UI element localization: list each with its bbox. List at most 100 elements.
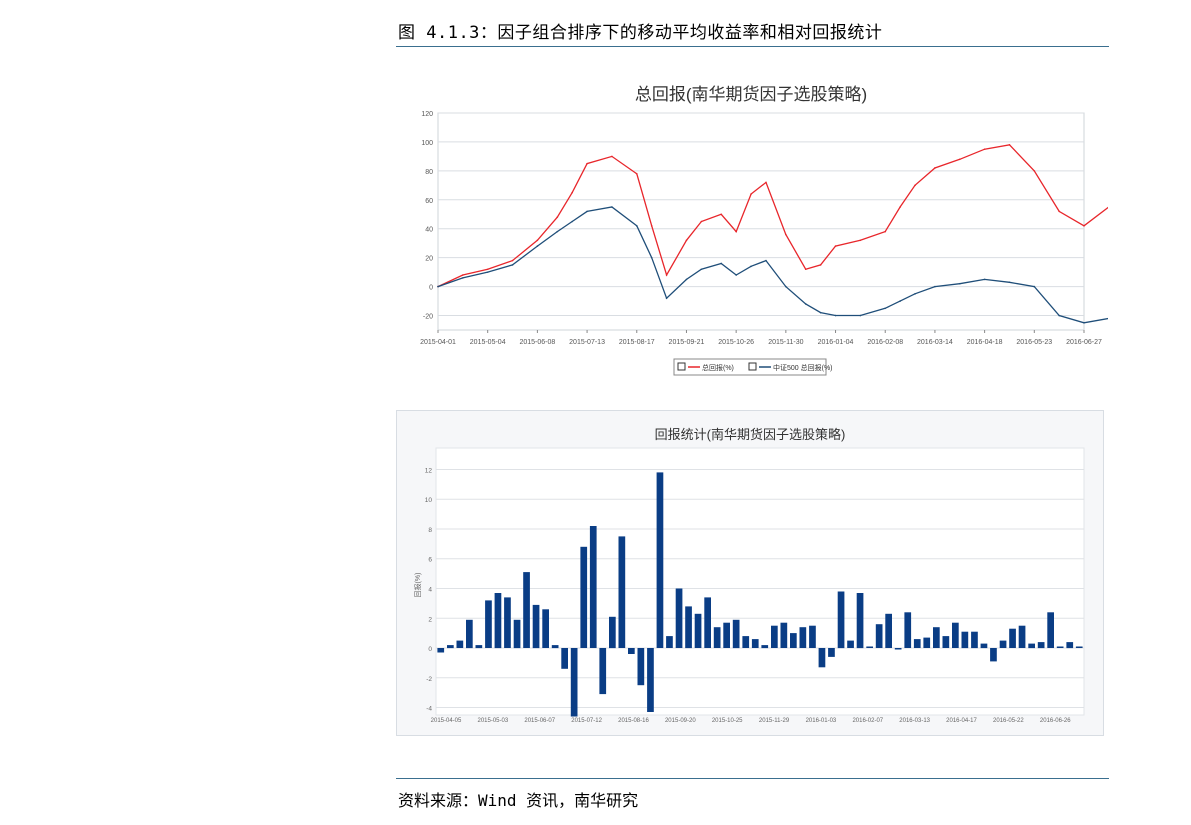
bar — [1056, 646, 1064, 648]
bar — [961, 631, 969, 649]
line-xtick-label: 2016-02-08 — [867, 339, 903, 346]
bar — [551, 645, 559, 649]
bar-chart-ylabel: 回报(%) — [413, 573, 422, 598]
bar — [447, 645, 454, 649]
bar-chart-title: 回报统计(南华期货因子选股策略) — [655, 427, 846, 442]
line-point — [834, 314, 837, 317]
line-point — [462, 277, 464, 279]
bar-xtick-label: 2015-04-05 — [431, 718, 462, 724]
bar — [894, 648, 902, 650]
bar-ytick-label: 12 — [425, 467, 433, 474]
line-point — [571, 220, 573, 223]
line-point — [700, 220, 703, 223]
bar — [885, 613, 892, 648]
line-point — [765, 259, 767, 262]
series-line-csi500-return — [437, 206, 1108, 324]
line-point — [834, 245, 837, 247]
line-point — [635, 225, 638, 227]
bar — [856, 593, 864, 649]
bar — [542, 609, 549, 648]
line-xtick-label: 2015-08-17 — [619, 339, 655, 346]
line-point — [765, 181, 767, 184]
bar — [656, 472, 664, 648]
line-point — [750, 193, 752, 195]
line-point — [611, 155, 613, 158]
line-point — [556, 230, 559, 233]
bar — [561, 648, 568, 669]
line-ytick-label: 60 — [425, 198, 433, 205]
bar — [1028, 643, 1035, 649]
line-point — [1083, 321, 1085, 324]
bar — [666, 636, 673, 648]
line-point — [665, 274, 668, 276]
line-point — [735, 274, 737, 276]
bar — [1047, 612, 1054, 648]
legend-label-total: 总回报(%) — [702, 363, 734, 372]
line-point — [785, 233, 787, 236]
bar-xtick-label: 2015-10-25 — [712, 718, 743, 724]
line-point — [914, 184, 916, 187]
bar — [637, 648, 645, 686]
bar — [971, 631, 978, 649]
line-point — [571, 191, 573, 194]
line-point — [785, 285, 787, 288]
line-point — [1058, 210, 1060, 213]
line-point — [700, 268, 703, 271]
line-point — [899, 300, 901, 302]
top-rule — [396, 46, 1109, 47]
bar — [923, 637, 931, 648]
bar — [618, 536, 626, 648]
bar-xtick-label: 2015-06-07 — [524, 718, 555, 724]
bar-xtick-label: 2016-03-13 — [899, 718, 930, 724]
line-point — [819, 264, 822, 266]
line-xtick-label: 2015-09-21 — [669, 339, 705, 346]
bar — [837, 591, 845, 649]
return-stats-bar-chart: 回报统计(南华期货因子选股策略) 回报(%) -4 -2 0 2 4 6 8 10 12 201… — [413, 427, 1085, 724]
bar — [847, 640, 854, 648]
bar-ytick-label: 6 — [428, 557, 432, 564]
line-point — [486, 268, 489, 271]
bar — [942, 636, 950, 648]
bar — [456, 640, 464, 648]
bar-ytick-label: -2 — [426, 676, 432, 683]
line-point — [511, 264, 514, 266]
line-point — [685, 239, 688, 242]
bar — [513, 619, 521, 649]
line-point — [486, 271, 489, 273]
bar — [723, 622, 730, 648]
line-xtick-label: 2015-05-04 — [470, 339, 506, 346]
line-point — [1083, 225, 1085, 227]
bar-ytick-label: 8 — [428, 527, 432, 534]
bar-xtick-label: 2015-11-29 — [759, 718, 790, 724]
bar — [771, 625, 778, 648]
line-point — [437, 285, 439, 288]
line-point — [536, 239, 539, 242]
bar — [485, 600, 492, 648]
bar — [1009, 628, 1016, 648]
line-point — [983, 148, 986, 150]
bar-ytick-label: -4 — [426, 706, 432, 713]
bar-xtick-label: 2015-09-20 — [665, 718, 696, 724]
line-xtick-label: 2015-04-01 — [420, 339, 456, 346]
line-point — [720, 213, 723, 216]
bar-xtick-label: 2015-07-12 — [571, 718, 602, 724]
bar — [761, 645, 769, 649]
line-point — [635, 172, 638, 175]
line-point — [685, 278, 688, 281]
source-note: 资料来源：Wind 资讯，南华研究 — [398, 791, 639, 810]
bar — [1075, 646, 1083, 648]
bar — [694, 613, 702, 648]
line-point — [750, 265, 752, 268]
line-point — [914, 293, 916, 295]
bar-ytick-label: 4 — [428, 587, 432, 594]
bar — [466, 619, 473, 649]
bar — [980, 643, 988, 649]
bar — [589, 526, 597, 648]
bar — [742, 636, 750, 648]
series-line-total-return — [437, 144, 1108, 288]
line-xtick-label: 2015-10-26 — [718, 339, 754, 346]
bar — [599, 648, 607, 695]
bar-ytick-label: 10 — [425, 497, 433, 504]
line-point — [650, 225, 653, 227]
line-point — [611, 206, 613, 208]
